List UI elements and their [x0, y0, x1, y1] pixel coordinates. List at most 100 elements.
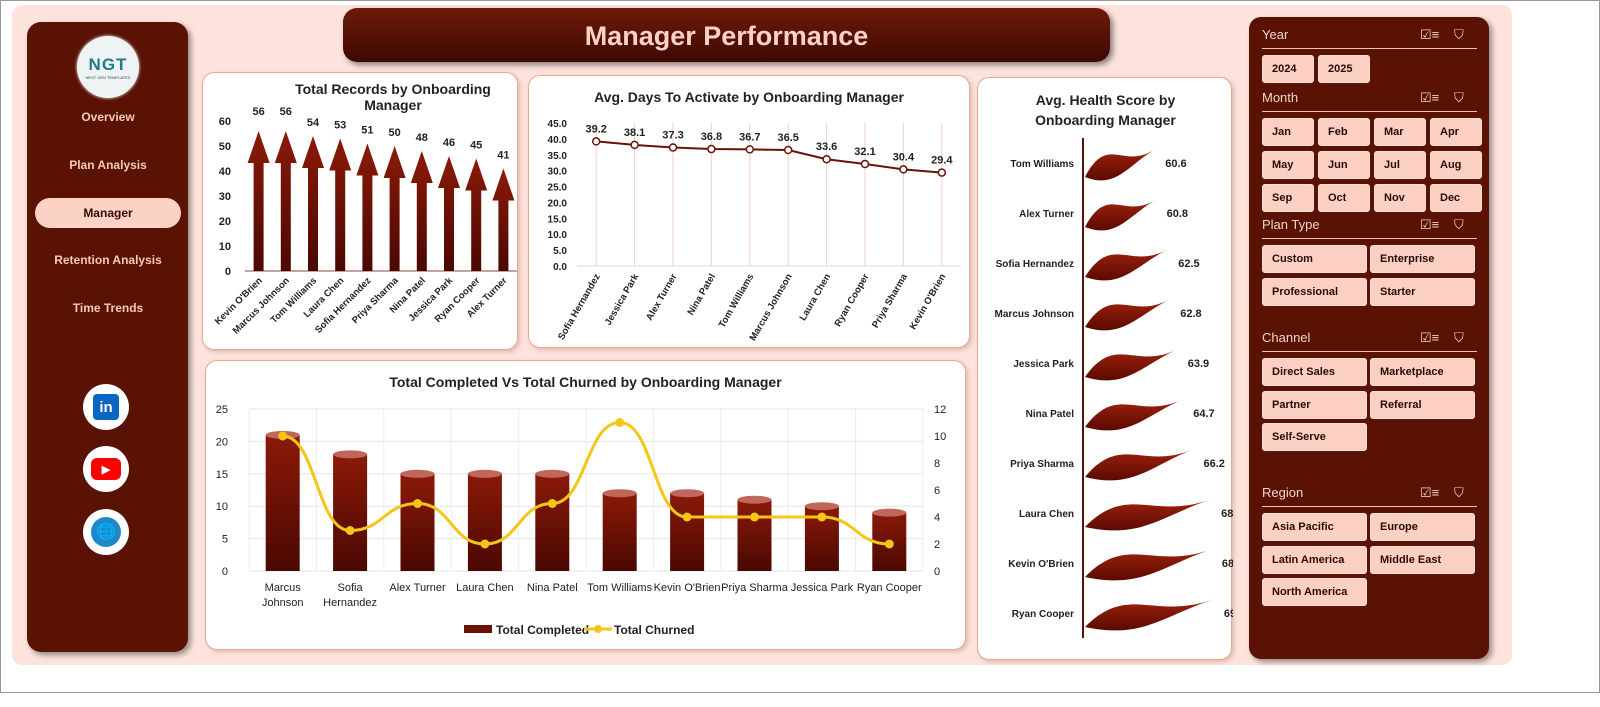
bar-flag [1085, 449, 1194, 481]
y-tick-label: 15 [216, 469, 228, 481]
bar-flag [1085, 299, 1171, 331]
x-tick-label: Marcus [265, 582, 302, 594]
month-slicer-item[interactable]: Nov [1374, 184, 1426, 212]
data-label: 48 [416, 132, 428, 144]
clear-filter-icon[interactable]: ⛉ [1454, 485, 1464, 500]
channel-slicer-item[interactable]: Direct Sales [1262, 358, 1367, 386]
y-tick-label: 60 [219, 116, 231, 128]
region-slicer-item[interactable]: North America [1262, 578, 1367, 606]
multi-select-icon[interactable]: ☑≡ [1420, 330, 1440, 345]
month-slicer-item[interactable]: Aug [1430, 151, 1482, 179]
nav-manager[interactable]: Manager [35, 198, 181, 228]
nav-plan-analysis[interactable]: Plan Analysis [69, 158, 147, 172]
clear-filter-icon[interactable]: ⛉ [1454, 330, 1464, 345]
filter-panel: Year ☑≡ ⛉ 2024 2025 Month ☑≡ ⛉ Jan Feb Mar Apr May Ju… [1249, 17, 1489, 659]
channel-slicer-item[interactable]: Partner [1262, 390, 1367, 419]
data-label: 62.8 [1180, 308, 1201, 320]
nav-overview[interactable]: Overview [81, 110, 135, 124]
bar-cap [804, 502, 839, 511]
multi-select-icon[interactable]: ☑≡ [1420, 27, 1440, 42]
year-slicer-item[interactable]: 2025 [1318, 55, 1370, 83]
month-slicer-item[interactable]: Oct [1318, 184, 1370, 212]
data-label: 33.6 [816, 141, 837, 153]
x-tick-label: Laura Chen [456, 582, 514, 594]
y-tick-label: 10.0 [548, 230, 568, 241]
slicer-title: Year [1262, 27, 1289, 42]
y-tick-label: 25.0 [548, 183, 568, 194]
multi-select-icon[interactable]: ☑≡ [1420, 217, 1440, 232]
year-slicer-item[interactable]: 2024 [1262, 55, 1314, 83]
y-tick-label: Laura Chen [1019, 509, 1074, 520]
nav-retention-analysis[interactable]: Retention Analysis [54, 253, 162, 267]
bar-cap [400, 469, 435, 478]
data-point-total-churned [547, 499, 557, 508]
data-label: 53 [334, 120, 346, 132]
chart-avg-days-activate: Avg. Days To Activate by Onboarding Mana… [528, 75, 970, 348]
channel-slicer-header: Channel ☑≡ ⛉ [1262, 330, 1477, 352]
youtube-button[interactable]: ▶ [83, 446, 129, 492]
region-slicer-item[interactable]: Asia Pacific [1262, 513, 1367, 541]
month-slicer-item[interactable]: Mar [1374, 118, 1426, 146]
plan-type-slicer-header: Plan Type ☑≡ ⛉ [1262, 217, 1477, 239]
month-slicer-item[interactable]: Feb [1318, 118, 1370, 146]
bar-arrow [492, 168, 515, 271]
data-label: 45 [470, 140, 482, 152]
bar-total-completed [737, 499, 772, 571]
month-slicer-item[interactable]: Jul [1374, 151, 1426, 179]
y-tick-label: 40 [219, 166, 231, 178]
nav-time-trends[interactable]: Time Trends [72, 301, 144, 315]
data-point-total-churned [278, 431, 288, 441]
plan-type-slicer-item[interactable]: Enterprise [1370, 245, 1475, 273]
y-tick-label: 0 [222, 566, 228, 578]
plan-type-slicer-item[interactable]: Starter [1370, 277, 1475, 306]
month-slicer-item[interactable]: Jan [1262, 118, 1314, 146]
multi-select-icon[interactable]: ☑≡ [1420, 485, 1440, 500]
multi-select-icon[interactable]: ☑≡ [1420, 90, 1440, 105]
month-slicer-item[interactable]: Jun [1318, 151, 1370, 179]
chart-total-records: Total Records by Onboarding Manager 0 10 2… [202, 72, 518, 350]
channel-slicer-item[interactable]: Referral [1370, 390, 1475, 419]
month-slicer-item[interactable]: Sep [1262, 184, 1314, 212]
slicer-title: Region [1262, 485, 1304, 500]
website-button[interactable]: 🌐 [83, 509, 129, 555]
region-slicer-item[interactable]: Middle East [1370, 545, 1475, 574]
channel-slicer-item[interactable]: Self-Serve [1262, 423, 1367, 451]
clear-filter-icon[interactable]: ⛉ [1454, 217, 1464, 232]
y-tick-label: 20 [216, 436, 228, 448]
month-slicer-item[interactable]: Apr [1430, 118, 1482, 146]
chart-title: Total Records by Onboarding Manager [295, 81, 491, 113]
y-tick-label: 0 [225, 266, 231, 278]
ngt-logo: NGT NEXT GEN TEMPLATES [77, 36, 139, 98]
y2-tick-label: 6 [934, 485, 940, 497]
data-point-total-churned [682, 512, 692, 522]
month-slicer-item[interactable]: Dec [1430, 184, 1482, 212]
month-slicer-item[interactable]: May [1262, 151, 1314, 179]
region-slicer-item[interactable]: Europe [1370, 513, 1475, 541]
bar-cap [467, 469, 502, 478]
region-slicer-item[interactable]: Latin America [1262, 545, 1367, 574]
bar-total-completed [400, 473, 435, 571]
data-label: 62.5 [1178, 258, 1199, 270]
clear-filter-icon[interactable]: ⛉ [1454, 27, 1464, 42]
y2-tick-label: 12 [934, 404, 946, 416]
data-label: 54 [307, 117, 320, 129]
bar-total-completed [333, 454, 368, 571]
x-tick-label: Ryan Cooper [833, 272, 872, 329]
data-point-total-churned [345, 526, 355, 535]
plan-type-slicer-item[interactable]: Professional [1262, 277, 1367, 306]
y-tick-label: 10 [216, 501, 228, 513]
y-tick-label: 40.0 [548, 135, 568, 146]
data-label: 46 [443, 137, 455, 149]
plan-type-slicer-item[interactable]: Custom [1262, 245, 1367, 273]
x-tick-label: Jessica Park [791, 582, 854, 594]
month-slicer-header: Month ☑≡ ⛉ [1262, 90, 1477, 112]
data-point [937, 168, 947, 177]
chart-title: Total Completed Vs Total Churned by Onbo… [389, 374, 782, 390]
legend-label: Total Completed [496, 623, 589, 637]
linkedin-button[interactable]: in [83, 384, 129, 430]
data-point [899, 165, 908, 174]
bar-flag [1085, 349, 1178, 381]
clear-filter-icon[interactable]: ⛉ [1454, 90, 1464, 105]
channel-slicer-item[interactable]: Marketplace [1370, 358, 1475, 386]
